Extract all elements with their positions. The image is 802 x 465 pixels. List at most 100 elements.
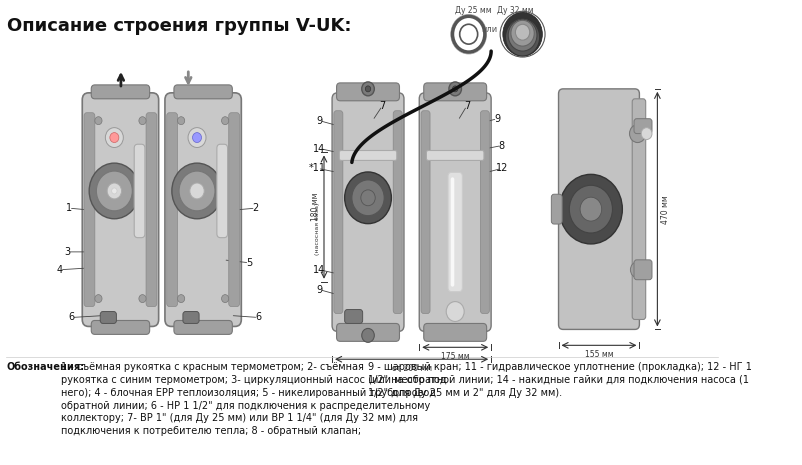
- FancyBboxPatch shape: [100, 312, 116, 324]
- FancyBboxPatch shape: [558, 89, 639, 329]
- Circle shape: [192, 133, 201, 143]
- Text: 12: 12: [496, 163, 508, 173]
- Text: или: или: [481, 25, 497, 34]
- FancyBboxPatch shape: [427, 151, 484, 160]
- Text: 14: 14: [314, 265, 326, 275]
- FancyBboxPatch shape: [634, 260, 652, 280]
- FancyBboxPatch shape: [339, 151, 397, 160]
- Circle shape: [362, 328, 375, 342]
- Circle shape: [446, 302, 464, 321]
- Text: 9: 9: [317, 285, 322, 295]
- FancyBboxPatch shape: [183, 312, 199, 324]
- Text: 5: 5: [246, 258, 253, 268]
- Text: 9 - шаровый кран; 11 - гидравлическое уплотнение (прокладка); 12 - НГ 1
1/2" на : 9 - шаровый кран; 11 - гидравлическое уп…: [368, 362, 752, 398]
- Circle shape: [172, 163, 222, 219]
- Text: 155 мм: 155 мм: [585, 350, 614, 359]
- Circle shape: [630, 262, 645, 278]
- FancyBboxPatch shape: [423, 324, 487, 341]
- Text: 14: 14: [314, 144, 326, 153]
- Circle shape: [111, 188, 117, 194]
- Text: 180 мм: 180 мм: [311, 193, 321, 221]
- FancyBboxPatch shape: [451, 177, 454, 287]
- Text: 9: 9: [317, 116, 322, 126]
- Circle shape: [188, 127, 206, 147]
- FancyBboxPatch shape: [146, 113, 157, 306]
- Circle shape: [190, 183, 205, 199]
- Circle shape: [95, 295, 102, 303]
- Circle shape: [361, 190, 375, 206]
- FancyBboxPatch shape: [174, 85, 233, 99]
- Circle shape: [503, 13, 542, 56]
- Text: 175 мм: 175 мм: [441, 352, 469, 361]
- Text: 1 - съёмная рукоятка с красным термометром; 2- съёмная
рукоятка с синим термомет: 1 - съёмная рукоятка с красным термометр…: [61, 362, 447, 436]
- FancyBboxPatch shape: [332, 93, 404, 332]
- FancyBboxPatch shape: [393, 111, 402, 313]
- Circle shape: [95, 117, 102, 125]
- Text: от 200 мм: от 200 мм: [391, 364, 431, 373]
- Text: 7: 7: [464, 101, 470, 111]
- Circle shape: [105, 127, 124, 147]
- FancyBboxPatch shape: [134, 144, 145, 238]
- FancyBboxPatch shape: [165, 93, 241, 326]
- Circle shape: [569, 185, 613, 233]
- Circle shape: [139, 295, 146, 303]
- Circle shape: [96, 171, 132, 211]
- Circle shape: [452, 86, 458, 92]
- Circle shape: [221, 295, 229, 303]
- Circle shape: [508, 19, 537, 51]
- Circle shape: [110, 133, 119, 143]
- Text: 8: 8: [499, 140, 505, 151]
- Circle shape: [505, 18, 540, 56]
- Circle shape: [177, 117, 184, 125]
- Circle shape: [89, 163, 140, 219]
- FancyBboxPatch shape: [91, 320, 150, 334]
- Circle shape: [449, 82, 461, 96]
- Text: 6: 6: [255, 312, 261, 323]
- Circle shape: [642, 127, 652, 140]
- Circle shape: [221, 117, 229, 125]
- Text: (насосная база): (насосная база): [315, 203, 321, 255]
- FancyBboxPatch shape: [337, 83, 399, 101]
- Text: Описание строения группы V-UK:: Описание строения группы V-UK:: [6, 17, 351, 35]
- Circle shape: [177, 295, 184, 303]
- Circle shape: [560, 174, 622, 244]
- Text: 4: 4: [57, 265, 63, 275]
- Text: Ду 25 мм: Ду 25 мм: [456, 7, 492, 15]
- Text: 1: 1: [66, 203, 72, 213]
- FancyBboxPatch shape: [634, 119, 652, 133]
- FancyBboxPatch shape: [337, 324, 399, 341]
- Circle shape: [511, 20, 534, 46]
- Text: Обозначения:: Обозначения:: [6, 362, 85, 372]
- Circle shape: [366, 86, 371, 92]
- Circle shape: [107, 183, 122, 199]
- Circle shape: [352, 180, 384, 216]
- FancyBboxPatch shape: [419, 93, 491, 332]
- Text: 3: 3: [64, 247, 70, 257]
- Text: *11: *11: [310, 163, 326, 173]
- FancyBboxPatch shape: [334, 111, 343, 313]
- FancyBboxPatch shape: [632, 99, 646, 319]
- FancyBboxPatch shape: [83, 93, 159, 326]
- FancyBboxPatch shape: [167, 113, 177, 306]
- FancyBboxPatch shape: [480, 111, 489, 313]
- FancyBboxPatch shape: [345, 310, 363, 324]
- Circle shape: [516, 24, 530, 40]
- Text: 7: 7: [379, 101, 386, 111]
- Circle shape: [630, 125, 646, 143]
- FancyBboxPatch shape: [217, 144, 228, 238]
- Circle shape: [139, 117, 146, 125]
- Circle shape: [362, 82, 375, 96]
- FancyBboxPatch shape: [84, 113, 95, 306]
- FancyBboxPatch shape: [91, 85, 150, 99]
- FancyBboxPatch shape: [174, 320, 233, 334]
- FancyBboxPatch shape: [421, 111, 430, 313]
- Text: 9: 9: [494, 113, 500, 124]
- Text: 6: 6: [68, 312, 75, 323]
- FancyBboxPatch shape: [229, 113, 240, 306]
- Circle shape: [179, 171, 215, 211]
- Text: 470 мм: 470 мм: [661, 195, 670, 224]
- Circle shape: [580, 197, 602, 221]
- Text: 2: 2: [253, 203, 259, 213]
- Text: Ду 32 мм: Ду 32 мм: [497, 7, 534, 15]
- FancyBboxPatch shape: [423, 83, 487, 101]
